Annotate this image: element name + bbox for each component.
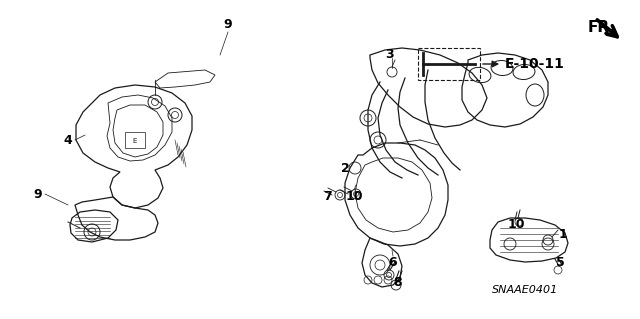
Text: SNAAE0401: SNAAE0401 — [492, 285, 558, 295]
Text: 10: 10 — [508, 218, 525, 231]
Text: 7: 7 — [324, 189, 332, 203]
Text: 9: 9 — [34, 188, 42, 201]
Text: 9: 9 — [224, 19, 232, 32]
Text: 8: 8 — [394, 277, 403, 290]
Text: 1: 1 — [559, 228, 568, 241]
Text: E-10-11: E-10-11 — [505, 57, 565, 71]
Text: 5: 5 — [556, 256, 564, 269]
Text: E: E — [133, 138, 137, 144]
Text: FR.: FR. — [588, 20, 616, 35]
Text: 2: 2 — [340, 161, 349, 174]
Text: 10: 10 — [345, 189, 363, 203]
Text: 6: 6 — [388, 256, 397, 269]
Bar — [418, 48, 480, 80]
Text: 3: 3 — [386, 48, 394, 62]
Text: 4: 4 — [63, 133, 72, 146]
